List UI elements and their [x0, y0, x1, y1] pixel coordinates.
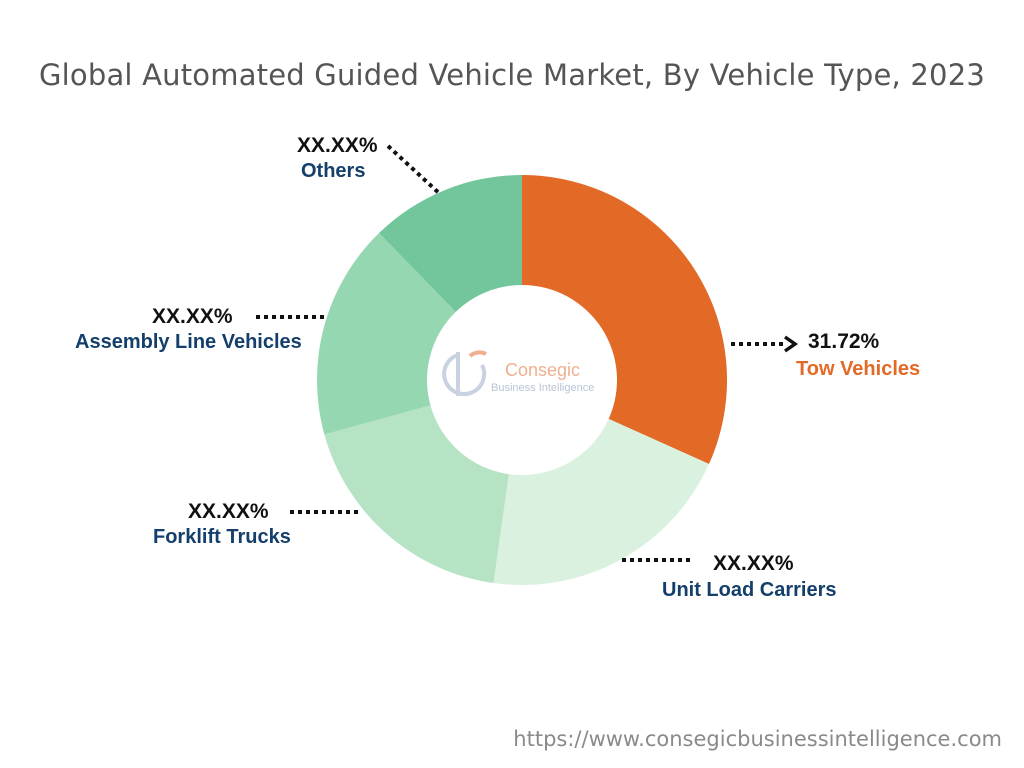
logo-mark-icon — [442, 353, 487, 396]
category-label-assembly-line-vehicles: Assembly Line Vehicles — [75, 331, 302, 353]
value-label-tow-vehicles: 31.72% — [808, 330, 880, 353]
chart-title: Global Automated Guided Vehicle Market, … — [38, 58, 985, 92]
value-label-others: XX.XX% — [297, 134, 378, 157]
donut-segment-tow-vehicles — [522, 175, 727, 465]
logo-mark-accent-icon — [468, 350, 487, 358]
consegic-logo: Consegic Business Intelligence — [442, 350, 594, 396]
donut-segment-others — [379, 175, 522, 312]
arrow-head-icon — [783, 335, 799, 353]
donut-segment-assembly-line-vehicles — [317, 233, 456, 435]
category-label-unit-load-carriers: Unit Load Carriers — [662, 579, 836, 601]
donut-segment-forklift-trucks — [324, 405, 509, 584]
leader-line-others — [386, 144, 442, 196]
category-label-forklift-trucks: Forklift Trucks — [153, 526, 291, 548]
category-label-tow-vehicles: Tow Vehicles — [796, 358, 920, 380]
logo-name: Consegic — [505, 360, 580, 380]
category-label-others: Others — [301, 160, 365, 182]
footer-url: https://www.consegicbusinessintelligence… — [513, 727, 1002, 751]
logo-subtitle: Business Intelligence — [491, 382, 594, 394]
value-label-forklift-trucks: XX.XX% — [188, 500, 269, 523]
value-label-unit-load-carriers: XX.XX% — [713, 552, 794, 575]
value-label-assembly-line-vehicles: XX.XX% — [152, 305, 233, 328]
donut-segments — [317, 175, 727, 585]
donut-segment-unit-load-carriers — [493, 418, 709, 585]
